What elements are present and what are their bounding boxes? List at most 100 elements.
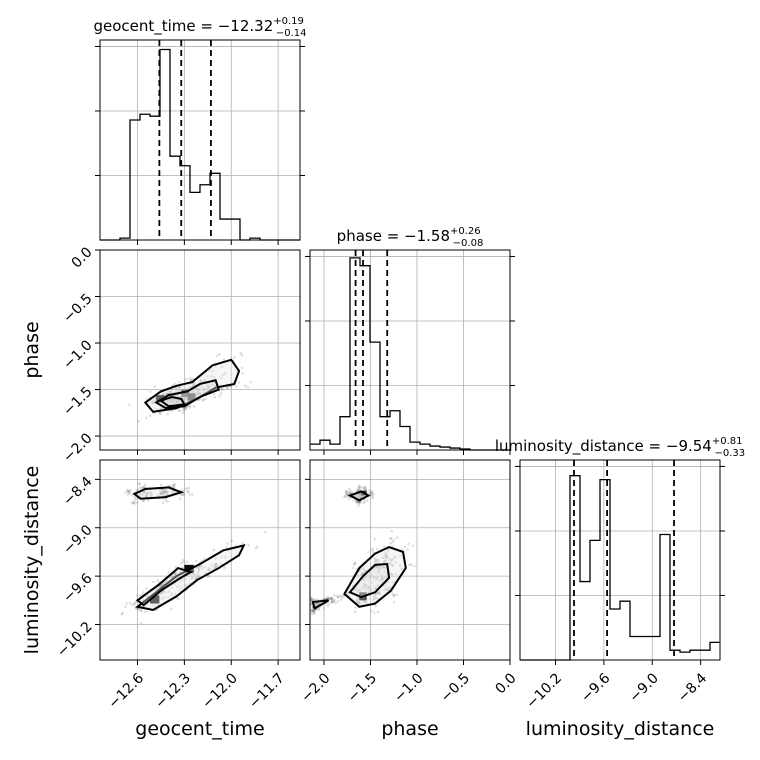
sample-point: [339, 594, 343, 597]
sample-point: [363, 600, 367, 603]
sample-point: [184, 406, 187, 410]
y-axis-label: luminosity_distance: [21, 466, 43, 655]
sample-point: [210, 383, 214, 386]
sample-point: [183, 583, 187, 586]
sample-point: [177, 401, 180, 405]
sample-point: [383, 584, 386, 588]
sample-point: [173, 484, 176, 488]
sample-point: [348, 487, 351, 491]
sample-point: [353, 561, 357, 565]
sample-point: [139, 492, 142, 496]
sample-point: [368, 491, 371, 495]
sample-point: [207, 384, 211, 388]
sample-point: [401, 567, 405, 571]
sample-point: [312, 609, 316, 613]
sample-point: [333, 594, 336, 597]
sample-point: [327, 596, 330, 600]
sample-point: [407, 542, 410, 546]
sample-point: [374, 565, 378, 569]
sample-point: [214, 562, 218, 565]
sample-point: [375, 577, 378, 580]
sample-point: [175, 400, 179, 403]
sample-point: [390, 558, 394, 561]
sample-point: [195, 395, 198, 398]
sample-point: [138, 486, 142, 489]
sample-point: [330, 598, 333, 602]
sample-point: [202, 388, 205, 391]
sample-point: [185, 377, 188, 381]
sample-point: [143, 483, 147, 487]
sample-point: [378, 579, 382, 582]
sample-point: [306, 598, 309, 601]
sample-point: [212, 566, 216, 570]
histogram-step: [520, 475, 720, 661]
sample-point: [383, 570, 386, 573]
sample-point: [403, 545, 407, 548]
sample-point: [246, 385, 250, 389]
sample-point: [199, 564, 203, 568]
sample-point: [153, 385, 157, 388]
sample-point: [162, 491, 166, 495]
sample-point: [218, 353, 221, 356]
density-cell: [181, 389, 190, 397]
sample-point: [180, 586, 183, 590]
x-axis-label: geocent_time: [135, 718, 264, 740]
sample-point: [190, 577, 193, 581]
sample-point: [383, 559, 387, 563]
sample-point: [356, 500, 360, 504]
sample-point: [178, 389, 181, 392]
sample-point: [357, 502, 361, 505]
sample-point: [358, 496, 362, 499]
sample-point: [368, 489, 371, 492]
sample-point: [150, 494, 153, 498]
sample-point: [376, 610, 380, 614]
sample-point: [358, 601, 362, 605]
sample-point: [369, 588, 373, 592]
sample-point: [376, 569, 379, 573]
sample-point: [310, 597, 313, 600]
sample-point: [390, 564, 394, 567]
sample-point: [202, 388, 206, 391]
sample-point: [178, 401, 181, 405]
contour-line: [135, 544, 246, 612]
y-tick-label: 0.0: [69, 244, 96, 271]
sample-point: [208, 568, 211, 571]
sample-point: [132, 501, 135, 505]
sample-point: [215, 564, 219, 567]
sample-point: [182, 398, 186, 402]
scatter-panel-geocent_time-luminosity_distance: [95, 459, 301, 665]
sample-point: [384, 587, 388, 590]
sample-point: [191, 390, 195, 394]
y-tick-label: −0.5: [60, 291, 95, 326]
sample-point: [130, 501, 134, 504]
sample-point: [358, 486, 361, 490]
sample-point: [141, 493, 145, 496]
sample-point: [364, 584, 368, 587]
sample-point: [314, 602, 318, 606]
sample-point: [371, 547, 375, 550]
sample-point: [237, 381, 241, 384]
sample-point: [145, 416, 148, 420]
sample-point: [126, 488, 129, 491]
contour-line: [158, 395, 186, 408]
sample-point: [310, 603, 313, 606]
sample-point: [368, 575, 371, 579]
sample-point: [164, 490, 167, 494]
sample-point: [364, 569, 367, 573]
sample-point: [191, 572, 195, 576]
sample-point: [179, 570, 183, 573]
sample-point: [376, 561, 380, 565]
sample-point: [327, 602, 331, 605]
sample-point: [310, 612, 314, 616]
sample-point: [310, 596, 313, 599]
sample-point: [214, 557, 218, 560]
sample-point: [382, 556, 386, 559]
sample-point: [372, 575, 376, 579]
sample-point: [406, 548, 410, 551]
sample-point: [148, 490, 152, 494]
sample-point: [317, 608, 321, 611]
sample-point: [370, 491, 374, 494]
sample-point: [159, 492, 162, 495]
sample-point: [344, 491, 348, 495]
sample-point: [379, 566, 383, 570]
